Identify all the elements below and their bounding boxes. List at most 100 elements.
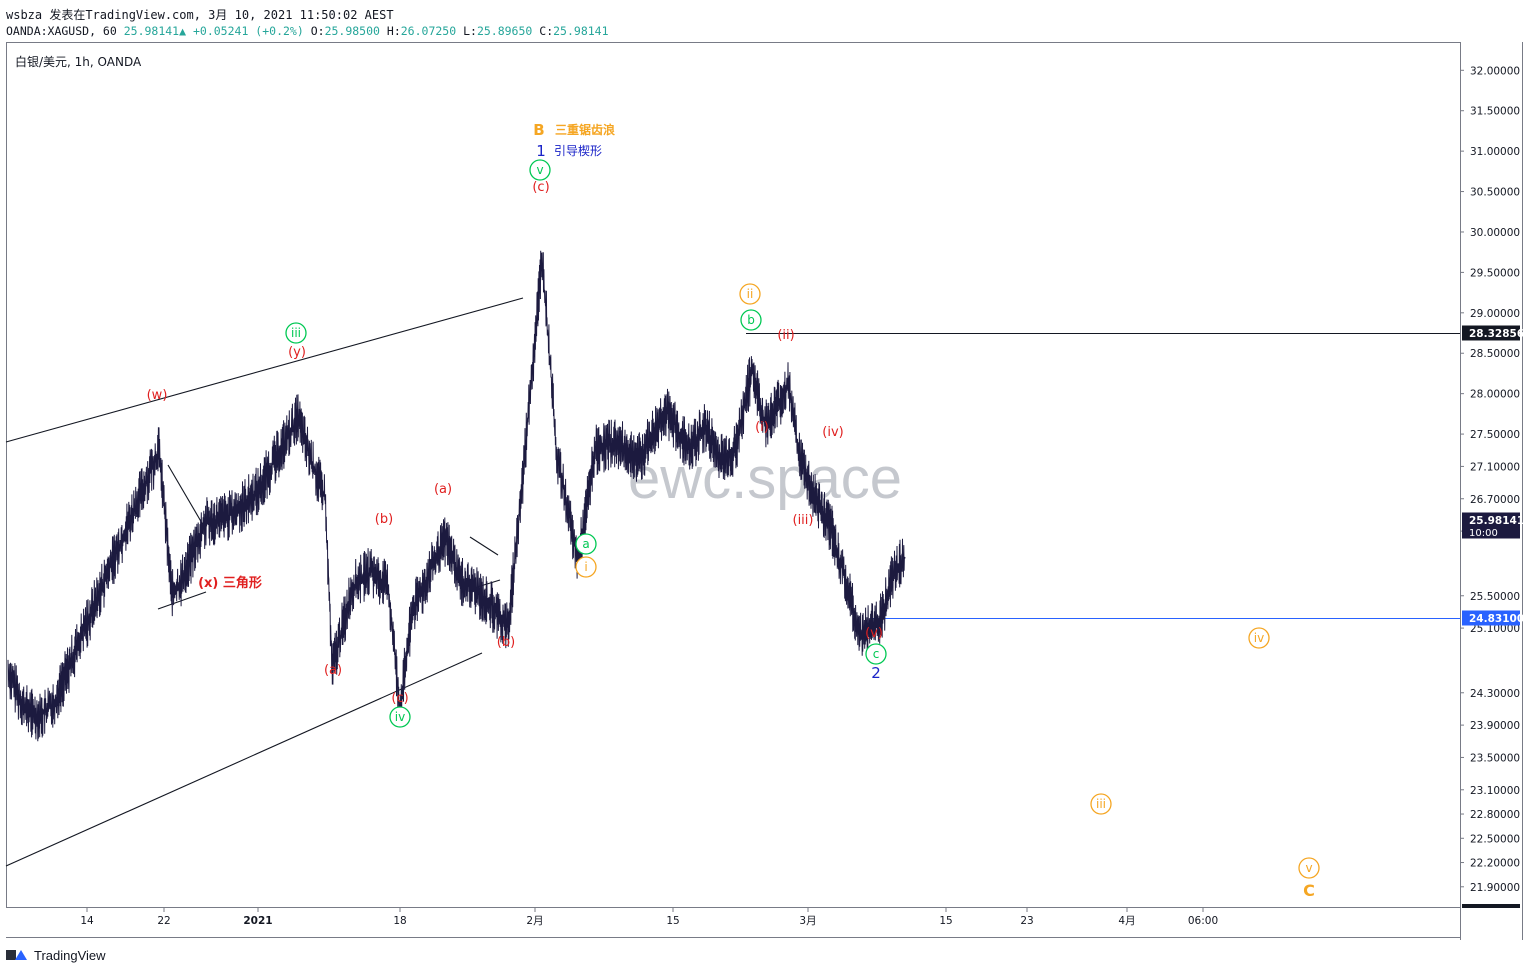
price-badge-label: 24.83100 — [1469, 613, 1524, 625]
price-badge — [1462, 610, 1520, 626]
last-price: 25.98141 — [123, 24, 180, 38]
wave-label: (b) — [497, 635, 515, 650]
chart-title: 白银/美元, 1h, OANDA — [15, 54, 142, 69]
x-tick-label: 3月 — [799, 915, 816, 927]
watermark: ewc.space — [628, 446, 902, 511]
wave-label-circle — [739, 283, 761, 305]
low-label: L: — [463, 24, 477, 38]
wave-label: (y) — [288, 345, 306, 360]
y-tick-label: 29.00000 — [1470, 308, 1520, 320]
y-tick-label: 23.50000 — [1470, 752, 1520, 764]
wave-label: C — [1303, 881, 1315, 900]
ohlc-legend: OANDA:XAGUSD, 60 25.98141▲ +0.05241 (+0.… — [6, 24, 609, 38]
y-tick-label: 25.10000 — [1470, 623, 1520, 635]
wave-label-circle — [285, 322, 307, 344]
y-tick-label: 28.50000 — [1470, 348, 1520, 360]
up-triangle-icon: ▲ — [179, 24, 187, 38]
wave-label: a — [582, 537, 589, 551]
brand-name: TradingView — [34, 947, 106, 963]
x-tick-label: 06:00 — [1188, 915, 1218, 927]
close-label: C: — [539, 24, 554, 38]
y-tick-label: 22.80000 — [1470, 809, 1520, 821]
footer-brand[interactable]: TradingView — [6, 945, 106, 965]
open-label: O: — [310, 24, 325, 38]
upper-channel-line[interactable] — [5, 297, 524, 443]
wave-label: (c) — [532, 180, 549, 195]
wave-label: 1 — [536, 142, 546, 160]
wave-label-circle — [1298, 857, 1320, 879]
y-tick-label: 28.00000 — [1470, 389, 1520, 401]
wave-label: 三重锯齿浪 — [555, 122, 615, 137]
y-tick-label: 31.50000 — [1470, 106, 1520, 118]
publish-info: wsbza 发表在TradingView.com, 3月 10, 2021 11… — [6, 8, 394, 22]
price-badge-label: 25.98141 — [1469, 515, 1524, 527]
wave-label: iv — [395, 710, 405, 724]
y-tick-label: 22.50000 — [1470, 833, 1520, 845]
y-tick-label: 30.00000 — [1470, 227, 1520, 239]
triangle-upper-line[interactable] — [167, 464, 207, 531]
x-tick-label: 14 — [80, 915, 94, 927]
y-tick-label: 22.20000 — [1470, 858, 1520, 870]
x-tick-label: 2月 — [526, 915, 543, 927]
price-line — [7, 250, 906, 742]
wave-label: b — [747, 313, 755, 327]
wave-label: ii — [747, 287, 754, 301]
wave-label: (v) — [865, 626, 883, 641]
y-tick-label: 23.90000 — [1470, 720, 1520, 732]
wave-label: v — [1305, 861, 1312, 875]
tradingview-logo-icon — [6, 947, 28, 963]
close-value: 25.98141 — [553, 24, 609, 38]
x-tick-label: 18 — [393, 915, 406, 927]
symbol-label: OANDA:XAGUSD, 60 — [6, 24, 117, 38]
small-triangle-upper[interactable] — [469, 536, 499, 556]
wave-label: 引导楔形 — [554, 144, 602, 158]
wave-label: iii — [1096, 797, 1106, 811]
wave-label: (b) — [375, 512, 393, 527]
wave-label: 2 — [871, 664, 881, 682]
wave-label: (i) — [755, 420, 769, 435]
wave-label-circle — [389, 706, 411, 728]
wave-label: (a) — [434, 482, 452, 497]
wave-label-circle — [529, 159, 551, 181]
y-tick-label: 32.00000 — [1470, 65, 1520, 77]
price-badge — [1462, 512, 1520, 539]
y-tick-label: 27.50000 — [1470, 429, 1520, 441]
x-tick-label: 22 — [157, 915, 170, 927]
price-axis-ticks: 32.00000 31.50000 31.00000 30.50000 30.00000… — [1460, 65, 1520, 894]
x-tick-label: 4月 — [1118, 915, 1135, 927]
y-tick-label: 24.30000 — [1470, 688, 1520, 700]
wave-label-circle — [1248, 627, 1270, 649]
wave-label: B — [533, 121, 544, 139]
wave-label: iv — [1254, 631, 1264, 645]
wave-label: (iv) — [822, 425, 843, 440]
y-tick-label: 23.10000 — [1470, 785, 1520, 797]
wave-label: (ii) — [777, 328, 794, 343]
price-badge-label: 28.32856 — [1469, 328, 1524, 340]
wave-label: (x) 三角形 — [198, 575, 262, 591]
wave-label-circle — [865, 643, 887, 665]
wave-label-circle — [1090, 793, 1112, 815]
price-badge-time: 10:00 — [1469, 528, 1498, 539]
x-tick-label: 15 — [939, 915, 952, 927]
x-tick-label: 2021 — [243, 915, 272, 927]
wave-label: (w) — [147, 388, 168, 403]
y-tick-label: 29.50000 — [1470, 267, 1520, 279]
triangle-lower-line[interactable] — [157, 591, 207, 610]
wave-label: (a) — [324, 663, 342, 678]
price-badge — [1462, 325, 1520, 341]
time-axis-ticks: 14 22 2021 18 2月 15 3月 15 23 4月 06:00 — [80, 907, 1218, 927]
wave-label: (c) — [391, 691, 408, 706]
y-tick-label: 21.90000 — [1470, 882, 1520, 894]
y-tick-label: 25.50000 — [1470, 591, 1520, 603]
high-label: H: — [386, 24, 401, 38]
wave-label: iii — [291, 326, 301, 340]
wave-label-circle — [575, 533, 597, 555]
price-change: +0.05241 (+0.2%) — [192, 24, 304, 38]
y-tick-label: 31.00000 — [1470, 146, 1520, 158]
y-tick-label: 26.70000 — [1470, 494, 1520, 506]
axis-bottom-marker — [1462, 904, 1520, 908]
low-value: 25.89650 — [476, 24, 533, 38]
wave-label: c — [873, 647, 880, 661]
